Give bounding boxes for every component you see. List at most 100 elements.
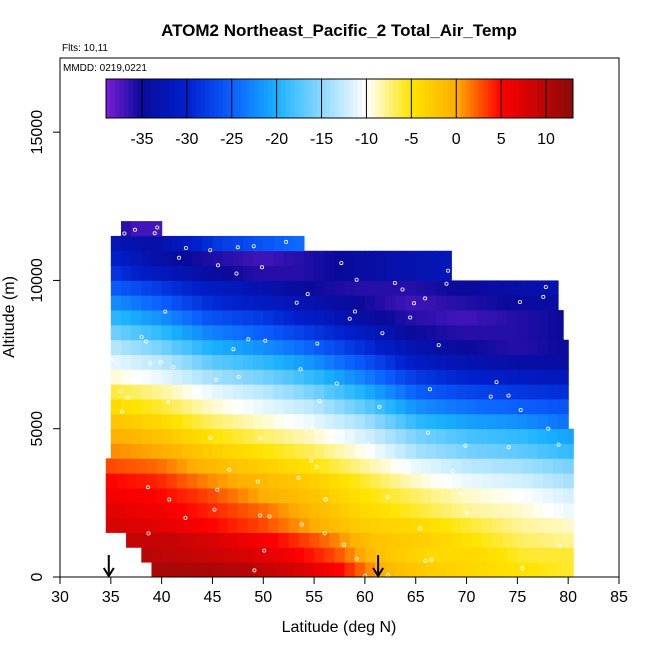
heatmap-cell: [547, 413, 559, 430]
heatmap-cell: [446, 369, 457, 385]
heatmap-cell: [115, 458, 127, 474]
colorbar-swatch: [424, 79, 430, 118]
sample-marker: [557, 543, 562, 548]
heatmap-cell: [314, 399, 325, 415]
heatmap-cell: [253, 384, 264, 400]
sample-marker: [323, 497, 328, 502]
heatmap-cell: [181, 443, 193, 459]
sample-marker: [400, 287, 405, 292]
heatmap-cell: [181, 399, 193, 415]
heatmap-cell: [232, 413, 244, 430]
heatmap-cell: [161, 399, 173, 415]
heatmap-cell: [131, 235, 142, 252]
colorbar-swatch: [267, 79, 273, 118]
heatmap-cell: [375, 443, 386, 459]
heatmap-cell: [512, 473, 524, 489]
heatmap-cell: [558, 428, 569, 444]
heatmap-cell: [314, 428, 325, 444]
heatmap-cell: [263, 443, 275, 459]
heatmap-cell: [512, 458, 524, 474]
heatmap-cell: [527, 280, 539, 296]
heatmap-cell: [359, 502, 371, 519]
heatmap-cell: [120, 324, 132, 341]
heatmap-cell: [110, 354, 122, 370]
heatmap-cell: [334, 443, 346, 459]
heatmap-cell: [385, 280, 396, 296]
x-tick-label: 75: [508, 589, 526, 606]
heatmap-cell: [273, 562, 285, 578]
heatmap-cell: [314, 280, 325, 296]
heatmap-cell: [527, 324, 539, 341]
heatmap-cell: [405, 443, 417, 459]
sample-marker: [120, 409, 125, 414]
heatmap-cell: [263, 265, 275, 281]
heatmap-cell: [486, 280, 498, 296]
colorbar-swatch: [164, 79, 170, 118]
heatmap-cell: [517, 324, 529, 341]
heatmap-cell: [415, 310, 427, 326]
heatmap-cell: [232, 250, 244, 266]
colorbar-swatch: [343, 79, 349, 118]
heatmap-cell: [283, 413, 295, 430]
heatmap-cell: [375, 384, 386, 400]
heatmap-cell: [364, 547, 376, 563]
heatmap-cell: [161, 384, 173, 400]
heatmap-cell: [446, 547, 457, 563]
heatmap-cell: [344, 428, 356, 444]
heatmap-cell: [181, 384, 193, 400]
heatmap-cell: [375, 339, 386, 355]
heatmap-cell: [303, 339, 315, 355]
heatmap-cell: [537, 428, 549, 444]
heatmap-cell: [405, 369, 417, 385]
heatmap-cell: [141, 428, 153, 444]
heatmap-cell: [552, 473, 564, 489]
heatmap-cell: [141, 413, 153, 430]
heatmap-cell: [329, 473, 341, 489]
sample-marker: [436, 343, 441, 348]
heatmap-cell: [344, 443, 356, 459]
heatmap-cell: [415, 399, 427, 415]
heatmap-cell: [430, 532, 442, 548]
heatmap-cell: [283, 295, 295, 311]
heatmap-cell: [207, 532, 219, 548]
heatmap-cell: [364, 399, 376, 415]
heatmap-cell: [192, 369, 203, 385]
heatmap-cell: [115, 517, 127, 533]
heatmap-cell: [192, 354, 203, 370]
heatmap-cell: [369, 458, 381, 474]
heatmap-cell: [527, 413, 539, 430]
heatmap-cell: [537, 399, 549, 415]
heatmap-cell: [436, 399, 447, 415]
heatmap-cell: [522, 502, 534, 519]
heatmap-cell: [283, 384, 295, 400]
heatmap-cell: [232, 235, 244, 252]
heatmap-cell: [364, 428, 376, 444]
colorbar-swatch: [429, 79, 435, 118]
heatmap-cell: [436, 280, 447, 296]
heatmap-cell: [181, 235, 193, 252]
heatmap-cell: [303, 354, 315, 370]
heatmap-cell: [446, 265, 452, 281]
heatmap-cell: [380, 458, 391, 474]
heatmap-cell: [405, 399, 417, 415]
colorbar-swatch: [348, 79, 354, 118]
heatmap-cell: [436, 339, 447, 355]
heatmap-cell: [120, 339, 132, 355]
sample-marker: [543, 284, 548, 289]
heatmap-cell: [136, 517, 147, 533]
heatmap-cell: [197, 502, 208, 519]
heatmap-cell: [141, 280, 153, 296]
heatmap-cell: [380, 502, 391, 519]
colorbar-swatch: [249, 79, 255, 118]
heatmap-cell: [405, 413, 417, 430]
heatmap-cell: [151, 399, 163, 415]
heatmap-cell: [192, 562, 203, 578]
heatmap-cell: [303, 562, 315, 578]
heatmap-cell: [176, 502, 188, 519]
heatmap-cell: [273, 413, 285, 430]
colorbar-swatch: [213, 79, 219, 118]
heatmap-cell: [344, 399, 356, 415]
heatmap-cell: [552, 502, 564, 519]
heatmap-cell: [395, 280, 407, 296]
